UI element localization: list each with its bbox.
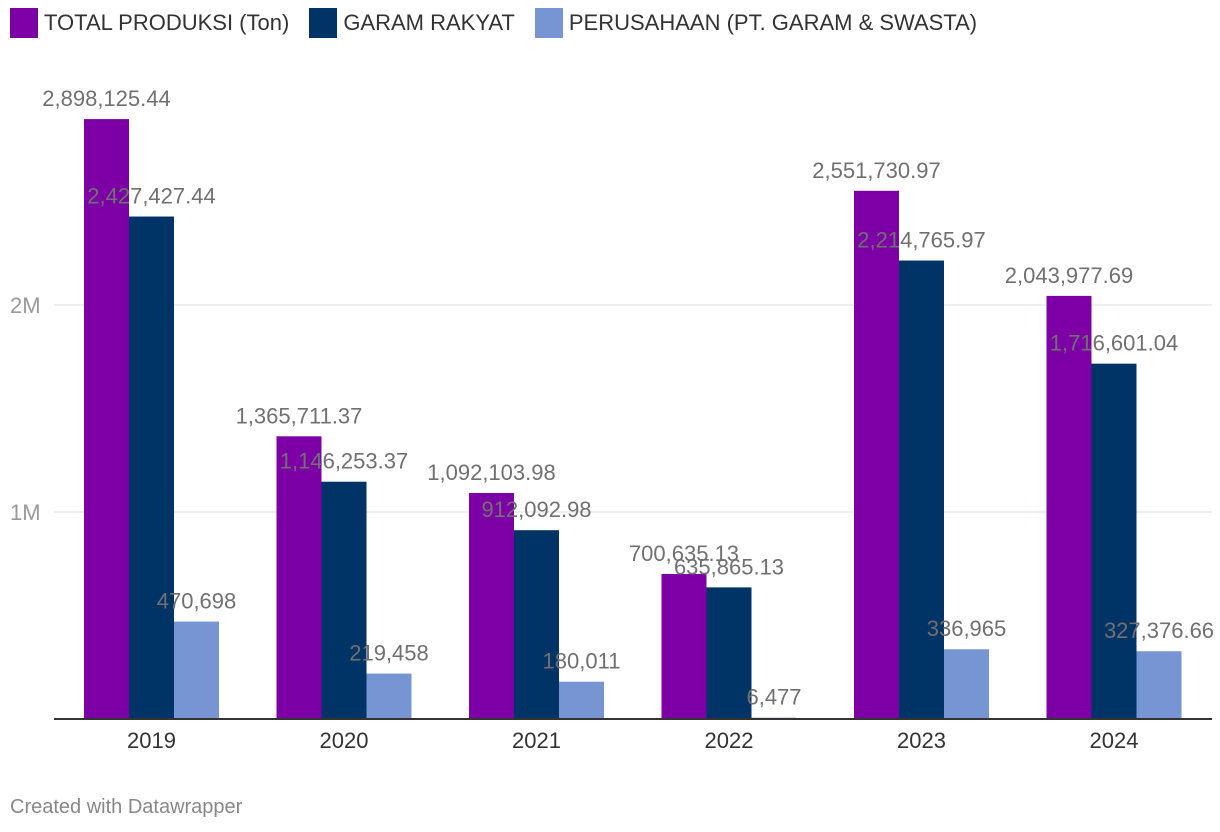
- value-label-garam-rakyat: 2,427,427.44: [87, 184, 215, 209]
- bar-garam-rakyat: [321, 481, 367, 719]
- legend-item-perusahaan: PERUSAHAAN (PT. GARAM & SWASTA): [534, 8, 978, 38]
- bar-perusahaan: [559, 681, 604, 719]
- legend-label-total-produksi: TOTAL PRODUKSI (Ton): [44, 10, 290, 35]
- value-label-perusahaan: 219,458: [349, 641, 429, 666]
- value-label-perusahaan: 327,376.66: [1104, 618, 1214, 643]
- value-label-total-produksi: 2,043,977.69: [1005, 263, 1133, 288]
- bar-garam-rakyat: [1091, 363, 1137, 719]
- bar-garam-rakyat: [706, 587, 752, 719]
- x-tick-label: 2023: [897, 728, 946, 753]
- value-label-total-produksi: 2,551,730.97: [812, 158, 940, 183]
- legend-label-perusahaan: PERUSAHAAN (PT. GARAM & SWASTA): [568, 10, 978, 35]
- value-label-total-produksi: 1,365,711.37: [236, 403, 363, 428]
- bar-perusahaan: [174, 621, 219, 719]
- bar-total-produksi: [661, 573, 707, 719]
- value-label-total-produksi: 700,635.13: [629, 541, 739, 566]
- bar-total-produksi: [276, 436, 322, 719]
- value-label-perusahaan: 6,477: [746, 685, 801, 710]
- bar-perusahaan: [944, 649, 989, 719]
- x-tick-label: 2021: [512, 728, 561, 753]
- x-tick-label: 2024: [1090, 728, 1139, 753]
- legend-label-garam-rakyat: GARAM RAKYAT: [343, 10, 515, 35]
- bar-perusahaan: [1136, 651, 1182, 719]
- y-tick-label: 1M: [10, 500, 41, 525]
- value-label-total-produksi: 1,092,103.98: [427, 460, 555, 485]
- y-tick-label: 2M: [10, 293, 41, 318]
- x-tick-label: 2020: [320, 728, 369, 753]
- datawrapper-credit: Created with Datawrapper: [10, 796, 243, 818]
- bar-garam-rakyat: [514, 530, 559, 719]
- bar-garam-rakyat: [899, 260, 944, 719]
- value-label-perusahaan: 470,698: [157, 589, 237, 614]
- value-label-garam-rakyat: 635,865.13: [674, 554, 784, 579]
- value-label-perusahaan: 180,011: [543, 649, 621, 674]
- legend-swatch-total-produksi: [10, 8, 38, 38]
- value-label-garam-rakyat: 1,716,601.04: [1050, 331, 1178, 356]
- legend-swatch-garam-rakyat: [309, 8, 338, 38]
- x-tick-label: 2019: [127, 728, 176, 753]
- bar-garam-rakyat: [129, 216, 174, 719]
- legend-swatch-perusahaan: [534, 8, 563, 38]
- bar-perusahaan: [366, 673, 412, 719]
- value-label-garam-rakyat: 1,146,253.37: [280, 449, 408, 474]
- chart-legend: TOTAL PRODUKSI (Ton) GARAM RAKYAT PERUSA…: [10, 8, 977, 38]
- bar-total-produksi: [854, 190, 899, 719]
- legend-item-total-produksi: TOTAL PRODUKSI (Ton): [10, 8, 289, 38]
- bar-total-produksi: [1046, 295, 1092, 719]
- legend-item-garam-rakyat: GARAM RAKYAT: [309, 8, 515, 38]
- bar-total-produksi: [84, 119, 129, 720]
- value-label-garam-rakyat: 2,214,765.97: [857, 228, 985, 253]
- value-label-total-produksi: 2,898,125.44: [42, 86, 170, 111]
- bar-total-produksi: [469, 492, 514, 719]
- value-label-garam-rakyat: 912,092.98: [481, 497, 591, 522]
- x-tick-label: 2022: [705, 728, 754, 753]
- value-label-perusahaan: 336,965: [927, 616, 1007, 641]
